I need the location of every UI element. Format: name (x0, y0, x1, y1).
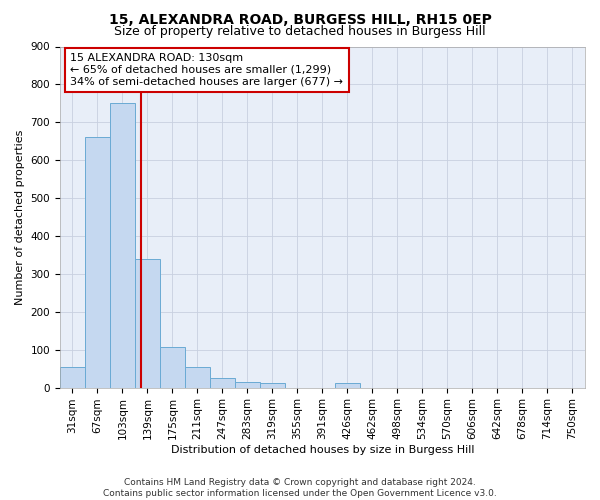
Text: Contains HM Land Registry data © Crown copyright and database right 2024.
Contai: Contains HM Land Registry data © Crown c… (103, 478, 497, 498)
Bar (85, 138, 110, 388)
Bar (260, 383, 285, 388)
Y-axis label: Number of detached properties: Number of detached properties (15, 130, 25, 304)
Bar (185, 367, 210, 388)
Bar (210, 378, 235, 388)
Text: 15, ALEXANDRA ROAD, BURGESS HILL, RH15 0EP: 15, ALEXANDRA ROAD, BURGESS HILL, RH15 0… (109, 12, 491, 26)
X-axis label: Distribution of detached houses by size in Burgess Hill: Distribution of detached houses by size … (171, 445, 474, 455)
Bar (235, 382, 260, 388)
Bar (60, 367, 85, 388)
Bar (135, 258, 160, 388)
Text: 15 ALEXANDRA ROAD: 130sqm
← 65% of detached houses are smaller (1,299)
34% of se: 15 ALEXANDRA ROAD: 130sqm ← 65% of detac… (70, 54, 343, 86)
Text: Size of property relative to detached houses in Burgess Hill: Size of property relative to detached ho… (114, 25, 486, 38)
Bar (335, 383, 360, 388)
Bar (110, 104, 135, 388)
Bar (160, 346, 185, 388)
